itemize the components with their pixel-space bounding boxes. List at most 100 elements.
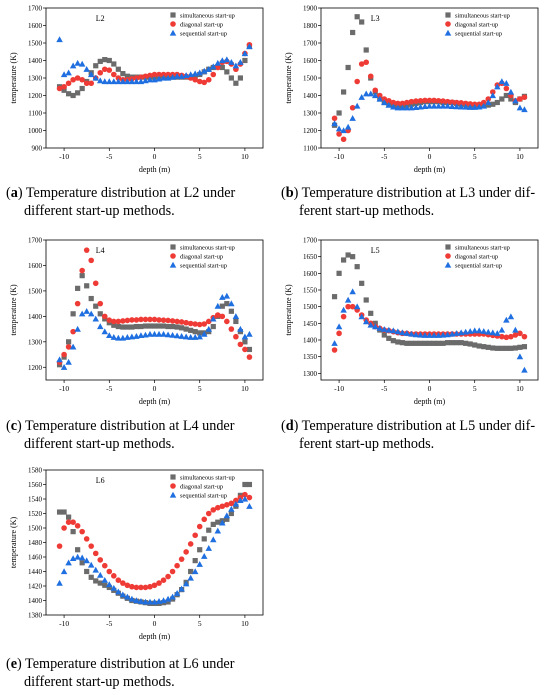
data-point (219, 313, 226, 320)
data-point (133, 78, 140, 85)
data-point (354, 264, 360, 270)
data-point (146, 598, 154, 605)
series-square (331, 252, 528, 351)
data-point (458, 100, 464, 106)
x-tick-label: 10 (241, 152, 249, 161)
data-point (453, 103, 460, 110)
data-point (124, 324, 130, 330)
x-tick-label: -10 (334, 152, 344, 161)
data-point (467, 341, 473, 347)
chart-l5: -10 -5 0 5 10 1300 1350 1400 1450 1500 1550 1600 165… (284, 237, 539, 406)
data-point (56, 509, 63, 515)
data-point (390, 103, 397, 110)
data-point (92, 280, 99, 287)
data-point (97, 580, 103, 586)
data-point (508, 333, 514, 340)
data-point (205, 545, 212, 551)
data-point (435, 102, 442, 109)
legend-label: diagonal start-up (180, 253, 223, 260)
data-point (169, 568, 176, 575)
data-point (115, 75, 122, 81)
data-point (205, 76, 212, 83)
data-point (408, 340, 415, 346)
y-tick-label: 1580 (28, 467, 43, 475)
data-point (449, 340, 455, 346)
data-point (120, 324, 126, 330)
data-point (394, 104, 402, 111)
data-point (182, 580, 190, 587)
data-point (97, 69, 104, 76)
data-point (160, 323, 167, 329)
data-point (75, 285, 81, 291)
caption-b-open: ( (281, 185, 286, 201)
data-point (88, 295, 94, 302)
data-point (359, 19, 365, 25)
data-point (133, 597, 140, 604)
y-tick-label: 1400 (303, 337, 318, 345)
data-point (79, 267, 85, 274)
data-point (372, 323, 379, 330)
data-point (362, 318, 370, 325)
y-tick-label: 1300 (28, 75, 43, 83)
data-point (232, 500, 240, 507)
data-point (228, 59, 235, 65)
data-point (439, 331, 447, 338)
data-point (142, 598, 149, 605)
caption-e: (e) Temperature distribution at L6 under… (6, 655, 272, 691)
data-point (458, 340, 464, 346)
data-point (490, 345, 496, 351)
data-point (372, 92, 379, 99)
data-point (453, 330, 460, 336)
data-point (421, 332, 429, 338)
data-point (353, 303, 361, 310)
data-point (475, 327, 483, 334)
legend-marker (170, 474, 176, 480)
data-point (381, 99, 388, 106)
data-point (228, 326, 235, 332)
legend-marker (170, 253, 176, 259)
data-point (124, 333, 131, 340)
data-point (83, 536, 90, 542)
data-point (385, 326, 393, 333)
data-point (205, 66, 212, 72)
data-point (197, 547, 203, 553)
data-point (395, 100, 401, 107)
data-point (106, 57, 112, 64)
chart-l6: -10 -5 0 5 10 1380 1400 1420 1440 1460 1480 1500 152… (9, 467, 264, 641)
data-point (102, 582, 108, 588)
y-tick-label: 1600 (28, 22, 43, 30)
data-point (115, 334, 122, 341)
data-point (70, 76, 76, 83)
y-tick-label: 1300 (303, 370, 318, 378)
chart-l3: -10 -5 0 5 10 1100 1200 1300 1400 1500 1600 1700 180… (284, 5, 539, 174)
data-point (183, 319, 189, 326)
data-point (165, 323, 171, 330)
data-point (345, 303, 351, 310)
data-point (344, 123, 352, 130)
data-point (74, 75, 81, 81)
data-point (435, 332, 442, 338)
data-point (349, 288, 356, 295)
legend-marker (169, 29, 177, 36)
data-point (490, 101, 496, 107)
legend-label: sequential start-up (180, 30, 227, 37)
x-tick-label: 0 (153, 619, 157, 628)
y-tick-label: 1700 (28, 237, 43, 245)
data-point (88, 257, 95, 264)
y-axis-label: temperature (K) (9, 52, 18, 104)
data-point (354, 14, 360, 20)
data-point (466, 103, 474, 110)
data-point (228, 300, 235, 307)
data-point (480, 99, 487, 106)
data-point (92, 566, 99, 573)
data-point (191, 333, 199, 340)
data-point (70, 92, 76, 99)
data-point (390, 99, 397, 106)
data-point (137, 332, 145, 339)
data-point (83, 557, 90, 564)
panel-b: -10 -5 0 5 10 1100 1200 1300 1400 1500 1600 1700 180… (275, 0, 550, 228)
data-point (187, 574, 194, 581)
data-point (164, 595, 172, 602)
y-axis-label: temperature (K) (9, 284, 18, 336)
y-tick-label: 1400 (28, 313, 43, 321)
